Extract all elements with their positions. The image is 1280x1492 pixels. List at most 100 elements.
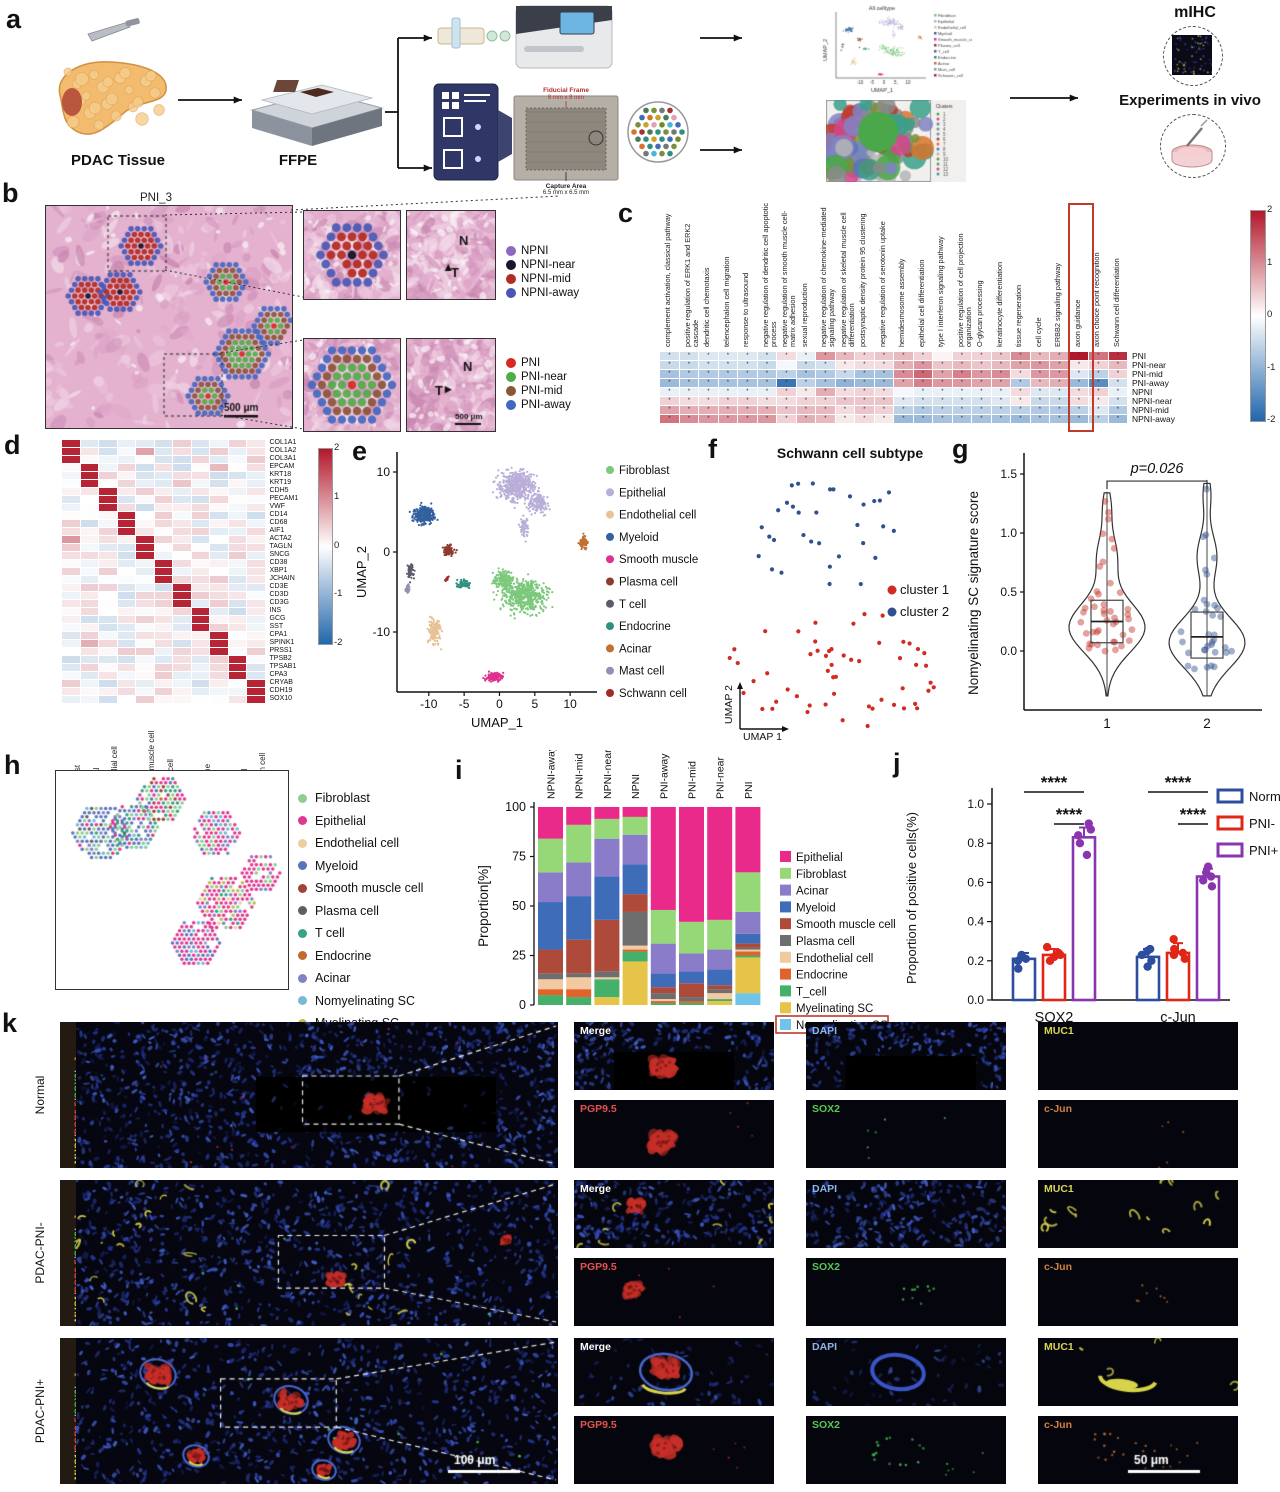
- heatmap-cell: [228, 656, 247, 664]
- legend-dot: [506, 260, 516, 270]
- svg-text:Plasma cell: Plasma cell: [796, 936, 855, 948]
- stain-strip: MUC1/PGP9.5/SOX2/c-Jun: [60, 1338, 76, 1484]
- pathway-label: sexual reproduction: [799, 283, 809, 347]
- svg-text:p=0.026: p=0.026: [1130, 461, 1185, 477]
- heatmap-cell: *: [894, 379, 913, 388]
- heatmap-cell: *: [660, 352, 679, 361]
- heatmap-cell: [80, 568, 99, 576]
- heatmap-cell: *: [933, 361, 952, 370]
- heatmap-cell: [228, 584, 247, 592]
- heatmap-cell: [247, 672, 265, 680]
- legend-label: T cell: [315, 926, 345, 940]
- gene-label: SNCG: [269, 551, 290, 558]
- heatmap-cell: [117, 472, 136, 480]
- heatmap-cell: [117, 696, 136, 704]
- heatmap-cell: [154, 480, 173, 488]
- heatmap-cell: *: [777, 388, 796, 397]
- heatmap-cell: [154, 688, 173, 696]
- heatmap-cell: [99, 496, 117, 504]
- heatmap-cell: [247, 656, 265, 664]
- heatmap-cell: [173, 616, 191, 624]
- heatmap-cell: [154, 680, 173, 688]
- heatmap-cell: [228, 672, 247, 680]
- heatmap-cell: [136, 440, 154, 448]
- panel-c: complement activation, classical pathway…: [600, 195, 1280, 440]
- if-canvas-PDAC-PNI--Merge: [574, 1180, 774, 1248]
- legend-label: PNI-near: [521, 371, 568, 383]
- svg-text:T_cell: T_cell: [796, 986, 827, 998]
- heatmap-cell: *: [699, 370, 718, 379]
- heatmap-cell: *: [699, 388, 718, 397]
- svg-text:Acinar: Acinar: [619, 643, 652, 655]
- heatmap-cell: *: [816, 406, 835, 415]
- panel-label-d: d: [4, 430, 21, 460]
- heatmap-cell: *: [991, 397, 1011, 406]
- heatmap-cell: [154, 552, 173, 560]
- heatmap-cell: [228, 632, 247, 640]
- heatmap-cell: *: [1089, 370, 1108, 379]
- heatmap-cell: *: [1030, 379, 1050, 388]
- legend-dot: [298, 838, 307, 848]
- heatmap-cell: [99, 576, 117, 584]
- heatmap-cell: *: [738, 379, 757, 388]
- heatmap-cell: [80, 520, 99, 528]
- legend-item-T cell: T cell: [298, 926, 423, 940]
- legend-dot: [298, 973, 307, 983]
- heatmap-cell: [247, 496, 265, 504]
- heatmap-cell: [173, 536, 191, 544]
- heatmap-cell: [247, 608, 265, 616]
- gene-label: CRYAB: [269, 679, 293, 686]
- heatmap-cell: [191, 608, 210, 616]
- heatmap-cell: [62, 624, 80, 632]
- heatmap-cell: *: [855, 406, 874, 415]
- legend-item-Smooth muscle cell: Smooth muscle cell: [298, 881, 423, 895]
- heatmap-cell: [80, 680, 99, 688]
- heatmap-cell: [173, 608, 191, 616]
- row-label: PNI-mid: [1132, 369, 1163, 379]
- gene-label: INS: [269, 607, 282, 614]
- svg-text:25: 25: [512, 949, 526, 963]
- legend-dot: [506, 358, 516, 368]
- heatmap-cell: [154, 456, 173, 464]
- heatmap-cell: *: [1011, 406, 1030, 415]
- colorbar-tick: -1: [334, 588, 343, 600]
- gene-label: SOX10: [269, 695, 293, 702]
- heatmap-cell: [154, 656, 173, 664]
- legend-dot: [506, 274, 516, 284]
- heatmap-cell: [228, 680, 247, 688]
- svg-text:8 mm x 8 mm: 8 mm x 8 mm: [548, 95, 584, 101]
- gene-label: CDH5: [269, 487, 289, 494]
- heatmap-cell: *: [874, 352, 894, 361]
- heatmap-cell: *: [1069, 406, 1089, 415]
- heatmap-cell: [117, 680, 136, 688]
- heatmap-cell: *: [738, 361, 757, 370]
- heatmap-cell: [228, 472, 247, 480]
- heatmap-cell: *: [952, 370, 972, 379]
- heatmap-cell: *: [1050, 370, 1069, 379]
- if-panel-PDAC-PNI--SOX2: SOX2: [806, 1258, 1006, 1326]
- heatmap-cell: [62, 600, 80, 608]
- heatmap-cell: *: [991, 379, 1011, 388]
- heatmap-cell: [173, 480, 191, 488]
- he-plain-pni: [406, 338, 496, 432]
- heatmap-cell: [173, 496, 191, 504]
- heatmap-cell: [62, 688, 80, 696]
- heatmap-cell: [210, 448, 228, 456]
- colorbar-tick: 0: [1267, 309, 1273, 320]
- panel-label-g: g: [952, 434, 969, 464]
- heatmap-cell: *: [1050, 379, 1069, 388]
- gene-label: XBP1: [269, 567, 288, 574]
- heatmap-cell: *: [816, 388, 835, 397]
- if-panel-PDAC-PNI--c-Jun: c-Jun: [1038, 1258, 1238, 1326]
- svg-text:Smooth muscle cell: Smooth muscle cell: [796, 919, 896, 931]
- heatmap-cell: [136, 576, 154, 584]
- svg-text:UMAP_1: UMAP_1: [471, 715, 523, 730]
- heatmap-cell: *: [757, 352, 777, 361]
- heatmap-cell: [191, 632, 210, 640]
- heatmap-cell: *: [1069, 379, 1089, 388]
- heatmap-cell: *: [757, 397, 777, 406]
- heatmap-cell: *: [991, 406, 1011, 415]
- legend-item-NPNI-near: NPNI-near: [506, 259, 579, 271]
- heatmap-cell: *: [855, 352, 874, 361]
- heatmap-cell: *: [660, 406, 679, 415]
